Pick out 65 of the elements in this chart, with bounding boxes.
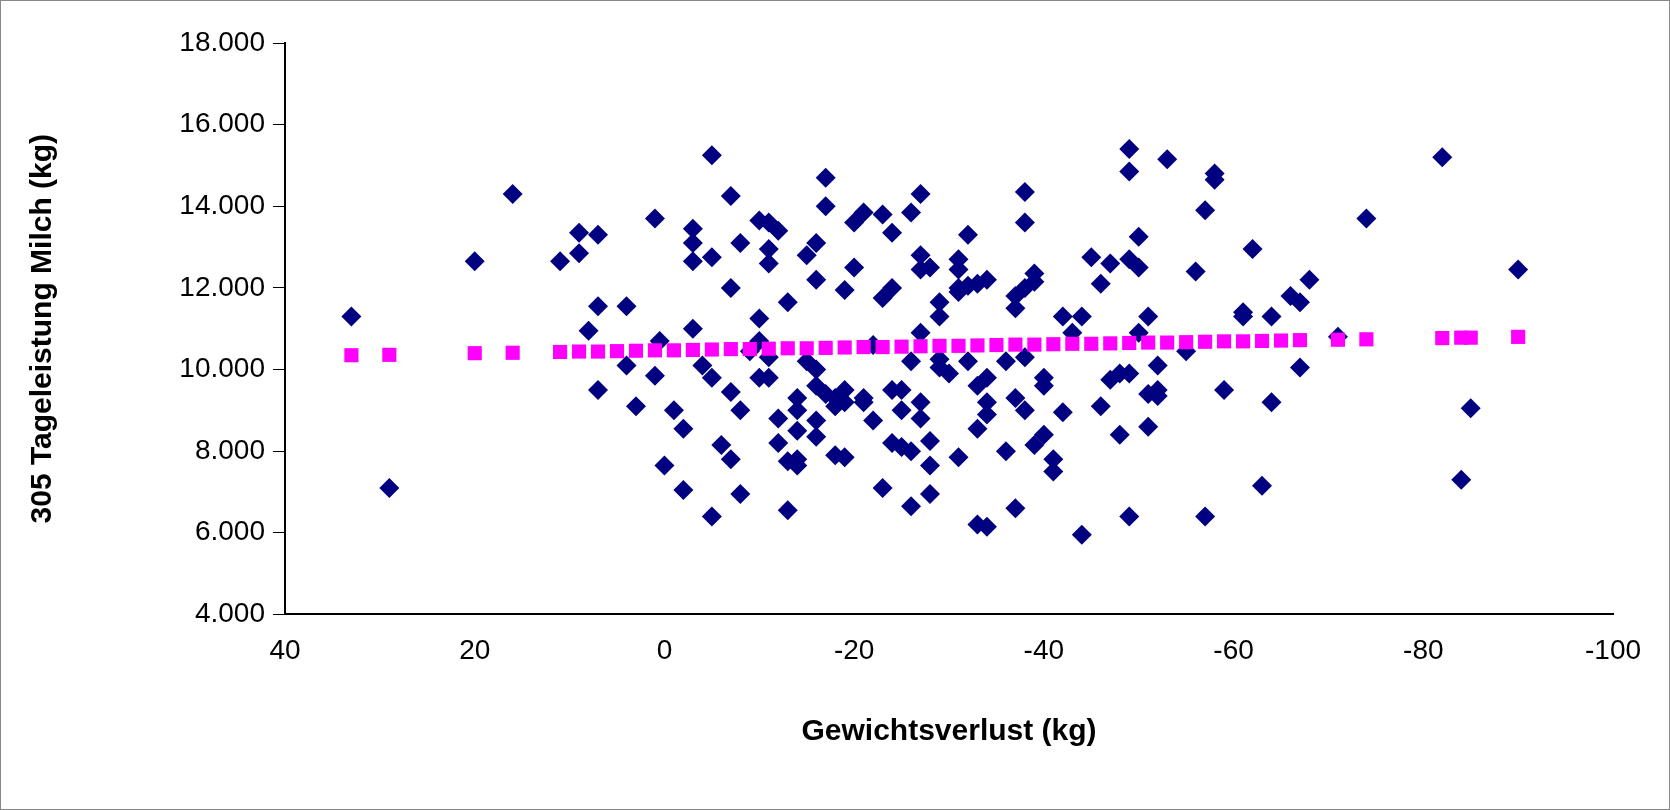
point: [989, 337, 1004, 353]
point: [704, 342, 719, 357]
y-tick-label: 4.000: [194, 597, 265, 629]
point: [553, 344, 568, 360]
y-tick-label: 12.000: [179, 270, 265, 302]
point: [1435, 331, 1450, 346]
point: [761, 341, 776, 356]
x-axis-title: Gewichtsverlust (kg): [801, 713, 1097, 747]
point: [647, 343, 663, 358]
point: [1273, 333, 1289, 348]
point: [685, 342, 700, 357]
point: [1122, 335, 1137, 351]
point: [666, 343, 681, 358]
point: [1235, 334, 1251, 349]
y-axis-title: 305 Tageleistung Milch (kg): [24, 133, 58, 524]
x-tick-label: -60: [1213, 633, 1254, 665]
point: [1179, 335, 1194, 350]
point: [1217, 334, 1232, 349]
point: [932, 338, 947, 353]
y-tick-label: 10.000: [179, 352, 265, 384]
point: [1160, 335, 1175, 350]
point: [1084, 336, 1099, 351]
point: [590, 344, 606, 359]
point: [856, 340, 871, 355]
point: [505, 345, 520, 360]
point: [628, 343, 644, 358]
point: [1065, 336, 1080, 351]
x-tick-label: -40: [1023, 633, 1065, 665]
x-tick-label: -100: [1584, 633, 1642, 665]
point: [344, 348, 359, 363]
point: [1103, 336, 1118, 351]
point: [1141, 335, 1156, 350]
point: [723, 342, 738, 357]
x-tick-label: -20: [833, 633, 875, 665]
point: [818, 340, 833, 355]
point: [1046, 337, 1061, 352]
point: [609, 344, 625, 359]
x-tick-label: 20: [459, 633, 491, 665]
x-tick-label: 0: [656, 633, 673, 665]
point: [894, 339, 909, 354]
y-tick-label: 14.000: [179, 188, 265, 220]
x-tick-label: -80: [1403, 633, 1444, 665]
point: [837, 340, 852, 355]
point: [382, 347, 397, 362]
point: [970, 338, 985, 353]
point: [913, 339, 928, 354]
point: [1198, 334, 1213, 349]
point: [951, 338, 966, 353]
x-tick-label: 40: [269, 633, 301, 665]
point: [571, 344, 587, 359]
y-tick-label: 16.000: [179, 107, 265, 139]
y-tick-label: 18.000: [179, 25, 265, 57]
point: [780, 341, 795, 356]
point: [1463, 330, 1478, 345]
point: [1027, 337, 1042, 352]
point: [799, 341, 814, 356]
point: [467, 346, 482, 361]
point: [1511, 329, 1526, 344]
point: [1008, 337, 1023, 352]
point: [875, 340, 890, 355]
y-tick-label: 8.000: [194, 433, 265, 465]
point: [1359, 332, 1374, 347]
point: [1254, 333, 1270, 349]
y-tick-label: 6.000: [194, 515, 265, 547]
point: [1292, 333, 1308, 348]
